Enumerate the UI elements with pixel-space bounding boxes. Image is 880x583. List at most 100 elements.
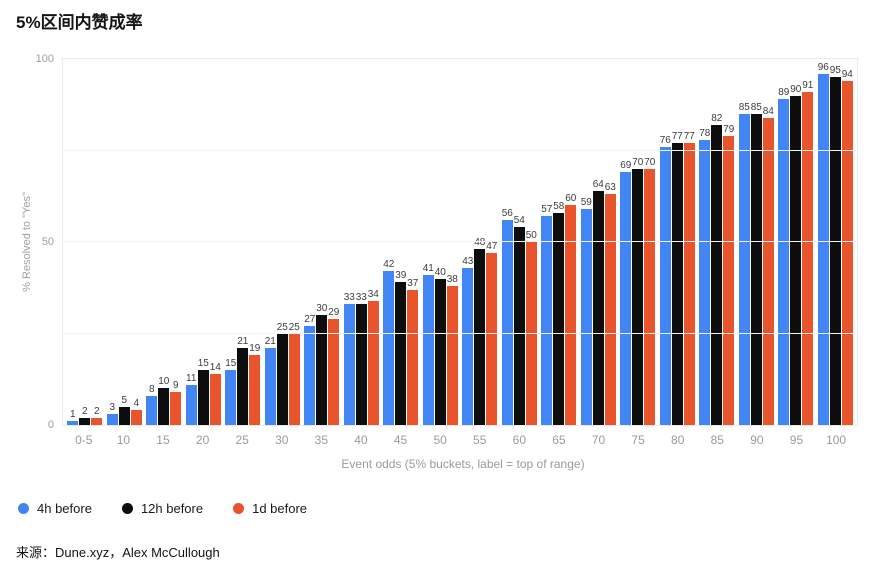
bar-12h-before[interactable]: [158, 388, 170, 425]
bar-value-label: 19: [249, 343, 261, 355]
bar-4h-before[interactable]: [304, 326, 316, 425]
bar-1d-before[interactable]: [644, 168, 656, 425]
bar-1d-before[interactable]: [762, 117, 774, 425]
bar-1d-before[interactable]: [683, 143, 695, 425]
bar-12h-before[interactable]: [513, 227, 525, 425]
bar-12h-before[interactable]: [316, 315, 328, 425]
bar-1d-before[interactable]: [209, 373, 221, 425]
bar-1d-before[interactable]: [802, 91, 814, 425]
bar-value-label: 82: [711, 112, 723, 124]
bar-4h-before[interactable]: [580, 209, 592, 425]
x-axis-tick-labels: 0-5 10 15 20 25 30 35 40 45 50 55 60 65 70 75 80 85 90 95 1…: [62, 433, 858, 447]
bar-12h-before[interactable]: [276, 333, 288, 425]
bar-4h-before[interactable]: [343, 304, 355, 425]
bar-value-label: 54: [513, 215, 525, 227]
legend-dot-icon: [233, 503, 245, 514]
bar-12h-before[interactable]: [553, 212, 565, 425]
bar-value-label: 5: [121, 394, 128, 406]
bar-1d-before[interactable]: [604, 194, 616, 425]
bar-1d-before[interactable]: [565, 205, 577, 425]
bar-12h-before[interactable]: [671, 143, 683, 425]
bar-column: 15: [198, 59, 209, 425]
bar-4h-before[interactable]: [501, 220, 513, 425]
bar-12h-before[interactable]: [790, 95, 802, 425]
bar-1d-before[interactable]: [328, 318, 340, 425]
bar-4h-before[interactable]: [738, 113, 750, 425]
bar-column: 2: [91, 59, 103, 425]
bar-column: 25: [277, 59, 288, 425]
y-tick-label: 0: [47, 419, 54, 431]
bar-value-label: 59: [580, 197, 592, 209]
bar-4h-before[interactable]: [225, 370, 237, 425]
bar-12h-before[interactable]: [79, 417, 91, 425]
bar-4h-before[interactable]: [659, 146, 671, 425]
bar-4h-before[interactable]: [264, 348, 276, 425]
x-tick-label: 0-5: [75, 433, 93, 447]
bar-4h-before[interactable]: [106, 414, 118, 425]
bar-value-label: 8: [148, 383, 155, 395]
x-tick-label: 75: [631, 433, 645, 447]
legend-item-1d-before[interactable]: 1d before: [233, 501, 307, 516]
bar-4h-before[interactable]: [146, 395, 158, 425]
x-tick-label: 40: [354, 433, 368, 447]
bar-column: 50: [526, 59, 537, 425]
bar-4h-before[interactable]: [699, 139, 711, 425]
bar-1d-before[interactable]: [525, 242, 537, 425]
bar-column: 1: [67, 59, 79, 425]
bar-4h-before[interactable]: [620, 172, 632, 425]
bar-1d-before[interactable]: [91, 417, 103, 425]
bar-4h-before[interactable]: [422, 274, 434, 425]
bar-1d-before[interactable]: [446, 285, 458, 425]
bar-12h-before[interactable]: [118, 406, 130, 425]
bar-1d-before[interactable]: [723, 135, 735, 425]
bar-4h-before[interactable]: [778, 99, 790, 425]
bar-4h-before[interactable]: [541, 216, 553, 425]
bar-value-label: 43: [462, 255, 474, 267]
bar-column: 95: [830, 59, 841, 425]
bar-12h-before[interactable]: [592, 190, 604, 425]
bar-value-label: 77: [671, 131, 683, 143]
bar-1d-before[interactable]: [841, 80, 853, 425]
bar-12h-before[interactable]: [395, 282, 407, 425]
bar-12h-before[interactable]: [474, 249, 486, 425]
bar-12h-before[interactable]: [434, 278, 446, 425]
bar-column: 59: [581, 59, 592, 425]
bar-12h-before[interactable]: [711, 124, 723, 425]
bar-column: 9: [170, 59, 182, 425]
bar-1d-before[interactable]: [170, 392, 182, 425]
bar-1d-before[interactable]: [288, 333, 300, 425]
bar-12h-before[interactable]: [197, 370, 209, 425]
bar-value-label: 10: [158, 376, 170, 388]
bar-1d-before[interactable]: [367, 300, 379, 425]
bar-1d-before[interactable]: [486, 252, 498, 425]
bar-group: 85 85 84: [737, 59, 777, 425]
x-tick-label: 70: [591, 433, 606, 447]
bar-4h-before[interactable]: [817, 73, 829, 425]
bar-1d-before[interactable]: [130, 410, 142, 425]
bar-4h-before[interactable]: [383, 271, 395, 425]
bar-1d-before[interactable]: [407, 289, 419, 425]
bar-value-label: 76: [659, 134, 671, 146]
bar-column: 90: [790, 59, 801, 425]
x-axis-title: Event odds (5% buckets, label = top of r…: [341, 457, 585, 471]
bar-1d-before[interactable]: [249, 355, 261, 425]
bar-value-label: 2: [81, 405, 88, 417]
bar-4h-before[interactable]: [462, 267, 474, 425]
bar-12h-before[interactable]: [355, 304, 367, 425]
bar-column: 29: [328, 59, 339, 425]
bar-12h-before[interactable]: [829, 77, 841, 425]
bar-group: 41 40 38: [421, 59, 461, 425]
bar-column: 19: [249, 59, 260, 425]
bar-column: 64: [593, 59, 604, 425]
bar-4h-before[interactable]: [67, 421, 79, 425]
bar-value-label: 57: [541, 204, 553, 216]
legend-item-12h-before[interactable]: 12h before: [121, 501, 203, 516]
bar-group: 76 77 77: [658, 59, 698, 425]
bar-12h-before[interactable]: [237, 348, 249, 425]
bar-value-label: 1: [69, 409, 76, 421]
bar-group: 43 48 47: [460, 59, 500, 425]
bar-4h-before[interactable]: [185, 384, 197, 425]
bar-12h-before[interactable]: [750, 113, 762, 425]
bar-12h-before[interactable]: [632, 168, 644, 425]
legend-item-4h-before[interactable]: 4h before: [18, 501, 92, 516]
